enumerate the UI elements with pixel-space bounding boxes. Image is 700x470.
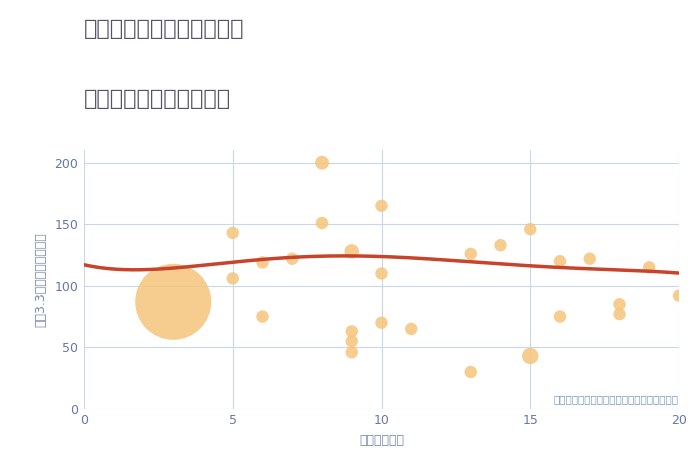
Point	[554, 258, 566, 265]
Point	[346, 328, 357, 335]
Point	[316, 159, 328, 166]
Point	[673, 292, 685, 299]
Point	[376, 319, 387, 327]
Point	[525, 226, 536, 233]
Point	[227, 274, 238, 282]
Point	[346, 349, 357, 356]
Point	[614, 300, 625, 308]
Point	[614, 310, 625, 318]
Point	[525, 352, 536, 360]
Point	[376, 270, 387, 277]
Point	[346, 248, 357, 255]
Point	[465, 368, 476, 376]
Point	[465, 250, 476, 258]
Text: 円の大きさは、取引のあった物件面積を示す: 円の大きさは、取引のあった物件面積を示す	[554, 394, 679, 404]
Point	[584, 255, 595, 262]
Point	[346, 337, 357, 345]
Text: 埼玉県川口市安行西立野の: 埼玉県川口市安行西立野の	[84, 19, 244, 39]
Y-axis label: 坪（3.3㎡）単価（万円）: 坪（3.3㎡）単価（万円）	[34, 232, 48, 327]
Point	[376, 202, 387, 210]
Point	[227, 229, 238, 236]
Point	[406, 325, 417, 333]
Point	[257, 313, 268, 321]
Point	[257, 258, 268, 266]
Point	[287, 255, 298, 262]
Point	[316, 219, 328, 227]
Point	[554, 313, 566, 321]
X-axis label: 駅距離（分）: 駅距離（分）	[359, 434, 404, 446]
Point	[495, 242, 506, 249]
Text: 駅距離別中古戸建て価格: 駅距離別中古戸建て価格	[84, 89, 231, 110]
Point	[644, 264, 655, 271]
Point	[168, 298, 179, 306]
